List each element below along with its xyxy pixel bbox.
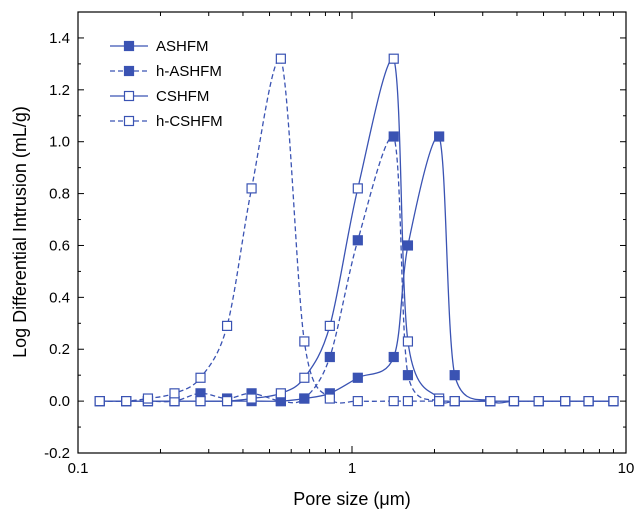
data-point <box>246 183 257 194</box>
data-point <box>324 351 335 363</box>
legend-item: CSHFM <box>110 88 209 105</box>
y-axis-title: Log Differential Intrusion (mL/g) <box>10 106 30 358</box>
data-point <box>508 396 520 407</box>
data-point <box>449 396 460 407</box>
data-point <box>402 370 414 381</box>
y-tick-label: 0.0 <box>49 393 70 410</box>
data-point <box>388 53 399 64</box>
series-layer <box>94 53 619 407</box>
data-point <box>533 396 544 407</box>
data-point <box>402 240 414 251</box>
data-point <box>275 388 286 399</box>
data-point <box>169 388 180 399</box>
legend-marker <box>123 115 135 127</box>
y-tick-label: 0.4 <box>49 289 70 306</box>
data-point <box>299 372 310 383</box>
data-point <box>94 396 105 407</box>
y-tick-label: 0.2 <box>49 341 70 358</box>
legend: ASHFM h-ASHFM CSHFM h-CSHFM <box>110 38 223 130</box>
data-point <box>275 53 286 64</box>
data-point <box>449 370 460 381</box>
data-point <box>388 351 399 363</box>
x-tick-label: 0.1 <box>68 460 89 477</box>
y-tick-label: 1.4 <box>49 30 70 47</box>
data-point <box>324 393 335 404</box>
legend-label: ASHFM <box>156 38 209 55</box>
data-point <box>121 396 132 407</box>
data-point <box>352 396 363 407</box>
series-h-ashfm <box>94 131 619 407</box>
legend-label: CSHFM <box>156 88 209 105</box>
series-h-cshfm <box>94 53 619 407</box>
legend-marker <box>123 90 135 102</box>
data-point <box>388 131 399 142</box>
data-point <box>246 393 257 404</box>
data-point <box>434 396 445 407</box>
x-tick-label: 1 <box>348 460 356 477</box>
data-point <box>221 396 233 407</box>
x-tick-label: 10 <box>618 460 635 477</box>
data-point <box>560 396 571 407</box>
legend-marker <box>123 40 135 52</box>
series-cshfm <box>94 53 619 407</box>
data-point <box>485 396 496 407</box>
data-point <box>352 372 363 383</box>
data-point <box>324 320 335 331</box>
data-point <box>352 183 363 194</box>
axis-ticks: -0.2 0.0 0.2 0.4 0.6 0.8 1.0 1.2 1.4 0.1 1 10 <box>44 12 634 477</box>
data-point <box>352 235 363 246</box>
data-point <box>608 396 619 407</box>
data-point <box>195 396 206 407</box>
legend-marker <box>123 65 135 77</box>
series-line <box>99 135 614 404</box>
legend-item: h-ASHFM <box>110 63 222 80</box>
data-point <box>299 336 310 347</box>
data-point <box>388 396 399 407</box>
legend-label: h-ASHFM <box>156 63 222 80</box>
y-tick-label: 1.0 <box>49 134 70 151</box>
y-tick-label: -0.2 <box>44 445 70 462</box>
series-line <box>99 58 614 404</box>
y-tick-label: 0.6 <box>49 237 70 254</box>
y-tick-label: 0.8 <box>49 186 70 203</box>
y-tick-label: 1.2 <box>49 82 70 99</box>
legend-item: h-CSHFM <box>110 113 223 130</box>
x-axis-title: Pore size (μm) <box>293 489 410 509</box>
data-point <box>195 372 206 383</box>
data-point <box>221 320 233 331</box>
data-point <box>142 393 154 404</box>
legend-item: ASHFM <box>110 38 209 55</box>
series-line <box>99 135 614 404</box>
legend-label: h-CSHFM <box>156 113 223 130</box>
data-point <box>402 336 414 347</box>
data-point <box>583 396 594 407</box>
data-point <box>402 396 414 407</box>
series-ashfm <box>94 131 619 407</box>
data-point <box>299 393 310 404</box>
series-line <box>99 58 614 404</box>
data-point <box>434 131 445 142</box>
